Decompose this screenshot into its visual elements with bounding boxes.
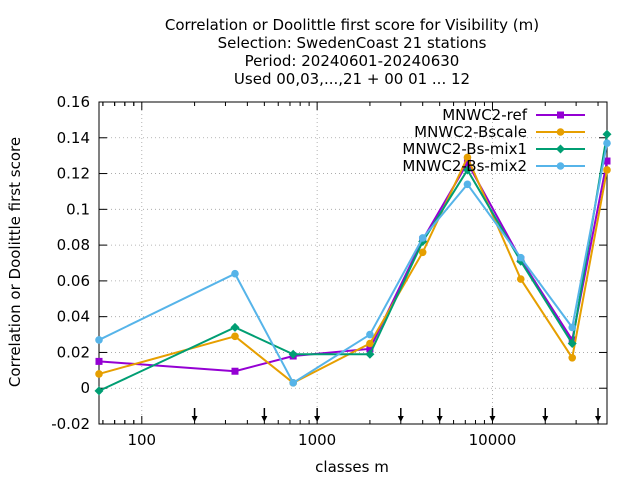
data-point: [366, 345, 374, 353]
x-tick-label: 10000: [469, 431, 517, 449]
series-mnwc2-bscale: [95, 153, 611, 387]
legend-label: MNWC2-ref: [442, 106, 527, 124]
y-tick-label: 0.1: [66, 200, 90, 218]
plot-frame: [98, 101, 608, 425]
data-point: [516, 253, 525, 262]
data-point: [418, 234, 427, 242]
arrow-head: [261, 416, 268, 422]
data-point: [231, 367, 239, 375]
arrow-head: [489, 416, 496, 422]
legend: MNWC2-refMNWC2-BscaleMNWC2-Bs-mix1MNWC2-…: [402, 106, 585, 175]
legend-label: MNWC2-Bscale: [414, 123, 527, 141]
data-point: [556, 128, 565, 136]
arrow-head: [314, 416, 321, 422]
data-point: [516, 275, 525, 283]
legend-label: MNWC2-Bs-mix2: [402, 157, 527, 175]
data-point: [462, 165, 472, 175]
title-line: Selection: SwedenCoast 21 stations: [218, 34, 487, 52]
series-mnwc2-bs-mix1: [94, 129, 612, 396]
y-tick-label: 0.08: [57, 236, 90, 254]
arrow-head: [542, 416, 549, 422]
class-limit-arrows: [191, 408, 602, 422]
arrow-head: [595, 416, 602, 422]
series-mnwc2-bs-mix2: [95, 139, 611, 387]
data-point: [556, 144, 565, 154]
title-line: Correlation or Doolittle first score for…: [165, 16, 539, 34]
data-point: [463, 153, 472, 162]
data-point: [556, 162, 565, 170]
data-point: [95, 357, 103, 365]
legend-entry: MNWC2-Bscale: [414, 123, 585, 141]
data-point: [230, 322, 240, 332]
class-limit-arrow: [397, 408, 404, 422]
grid: [99, 102, 607, 424]
y-axis: -0.02 0 0.02 0.04 0.06 0.08 0.1 0.12 0.14 0.16: [51, 93, 607, 433]
x-axis: 100 1000 10000: [102, 102, 599, 449]
data-point: [366, 339, 374, 348]
y-axis-label: Correlation or Doolittle first score: [6, 137, 24, 387]
arrow-head: [191, 416, 198, 422]
data-point: [603, 157, 611, 165]
data-point: [365, 349, 375, 359]
series-mnwc2-ref: [95, 157, 611, 375]
data-point: [557, 111, 564, 119]
x-axis-label: classes m: [315, 458, 389, 476]
legend-label: MNWC2-Bs-mix1: [402, 140, 527, 158]
legend-entry: MNWC2-Bs-mix1: [402, 140, 585, 158]
plot-border: [98, 101, 608, 425]
data-point: [94, 386, 104, 396]
legend-entry: MNWC2-Bs-mix2: [402, 157, 585, 175]
class-limit-arrow: [542, 408, 549, 422]
data-point: [602, 129, 612, 139]
x-tick-label: 100: [127, 431, 156, 449]
data-point: [567, 339, 577, 348]
series: [94, 129, 612, 396]
y-tick-label: 0.06: [57, 272, 90, 290]
y-tick-label: 0.12: [57, 165, 90, 183]
data-point: [463, 159, 471, 167]
class-limit-arrow: [436, 408, 443, 422]
class-limit-arrow: [191, 408, 198, 422]
data-point: [288, 349, 298, 359]
y-tick-label: 0.02: [57, 343, 90, 361]
data-point: [231, 269, 239, 278]
y-tick-label: 0.04: [57, 308, 90, 326]
data-point: [231, 332, 239, 341]
series-line: [98, 142, 608, 385]
class-limit-arrow: [314, 408, 321, 422]
y-tick-label: 0.14: [57, 129, 90, 147]
title-line: Used 00,03,...,21 + 00 01 ... 12: [234, 70, 470, 88]
x-tick-label: 1000: [298, 431, 336, 449]
data-point: [463, 180, 472, 189]
data-point: [568, 354, 577, 362]
y-tick-label: -0.02: [51, 415, 90, 433]
arrow-head: [436, 416, 443, 422]
class-limit-arrow: [261, 408, 268, 422]
class-limit-arrow: [489, 408, 496, 422]
legend-entry: MNWC2-ref: [442, 106, 585, 124]
data-point: [95, 370, 103, 378]
y-tick-label: 0: [80, 379, 90, 397]
y-tick-label: 0.16: [57, 93, 90, 111]
series-line: [98, 160, 608, 373]
data-point: [603, 139, 611, 147]
data-point: [418, 248, 427, 257]
arrow-head: [397, 416, 404, 422]
class-limit-arrow: [595, 408, 602, 422]
data-point: [289, 379, 297, 387]
data-point: [366, 330, 374, 339]
data-point: [568, 323, 577, 332]
title-line: Period: 20240601-20240630: [245, 52, 460, 70]
data-point: [95, 336, 103, 344]
data-point: [603, 166, 611, 174]
chart-title: Correlation or Doolittle first score for…: [165, 16, 539, 88]
